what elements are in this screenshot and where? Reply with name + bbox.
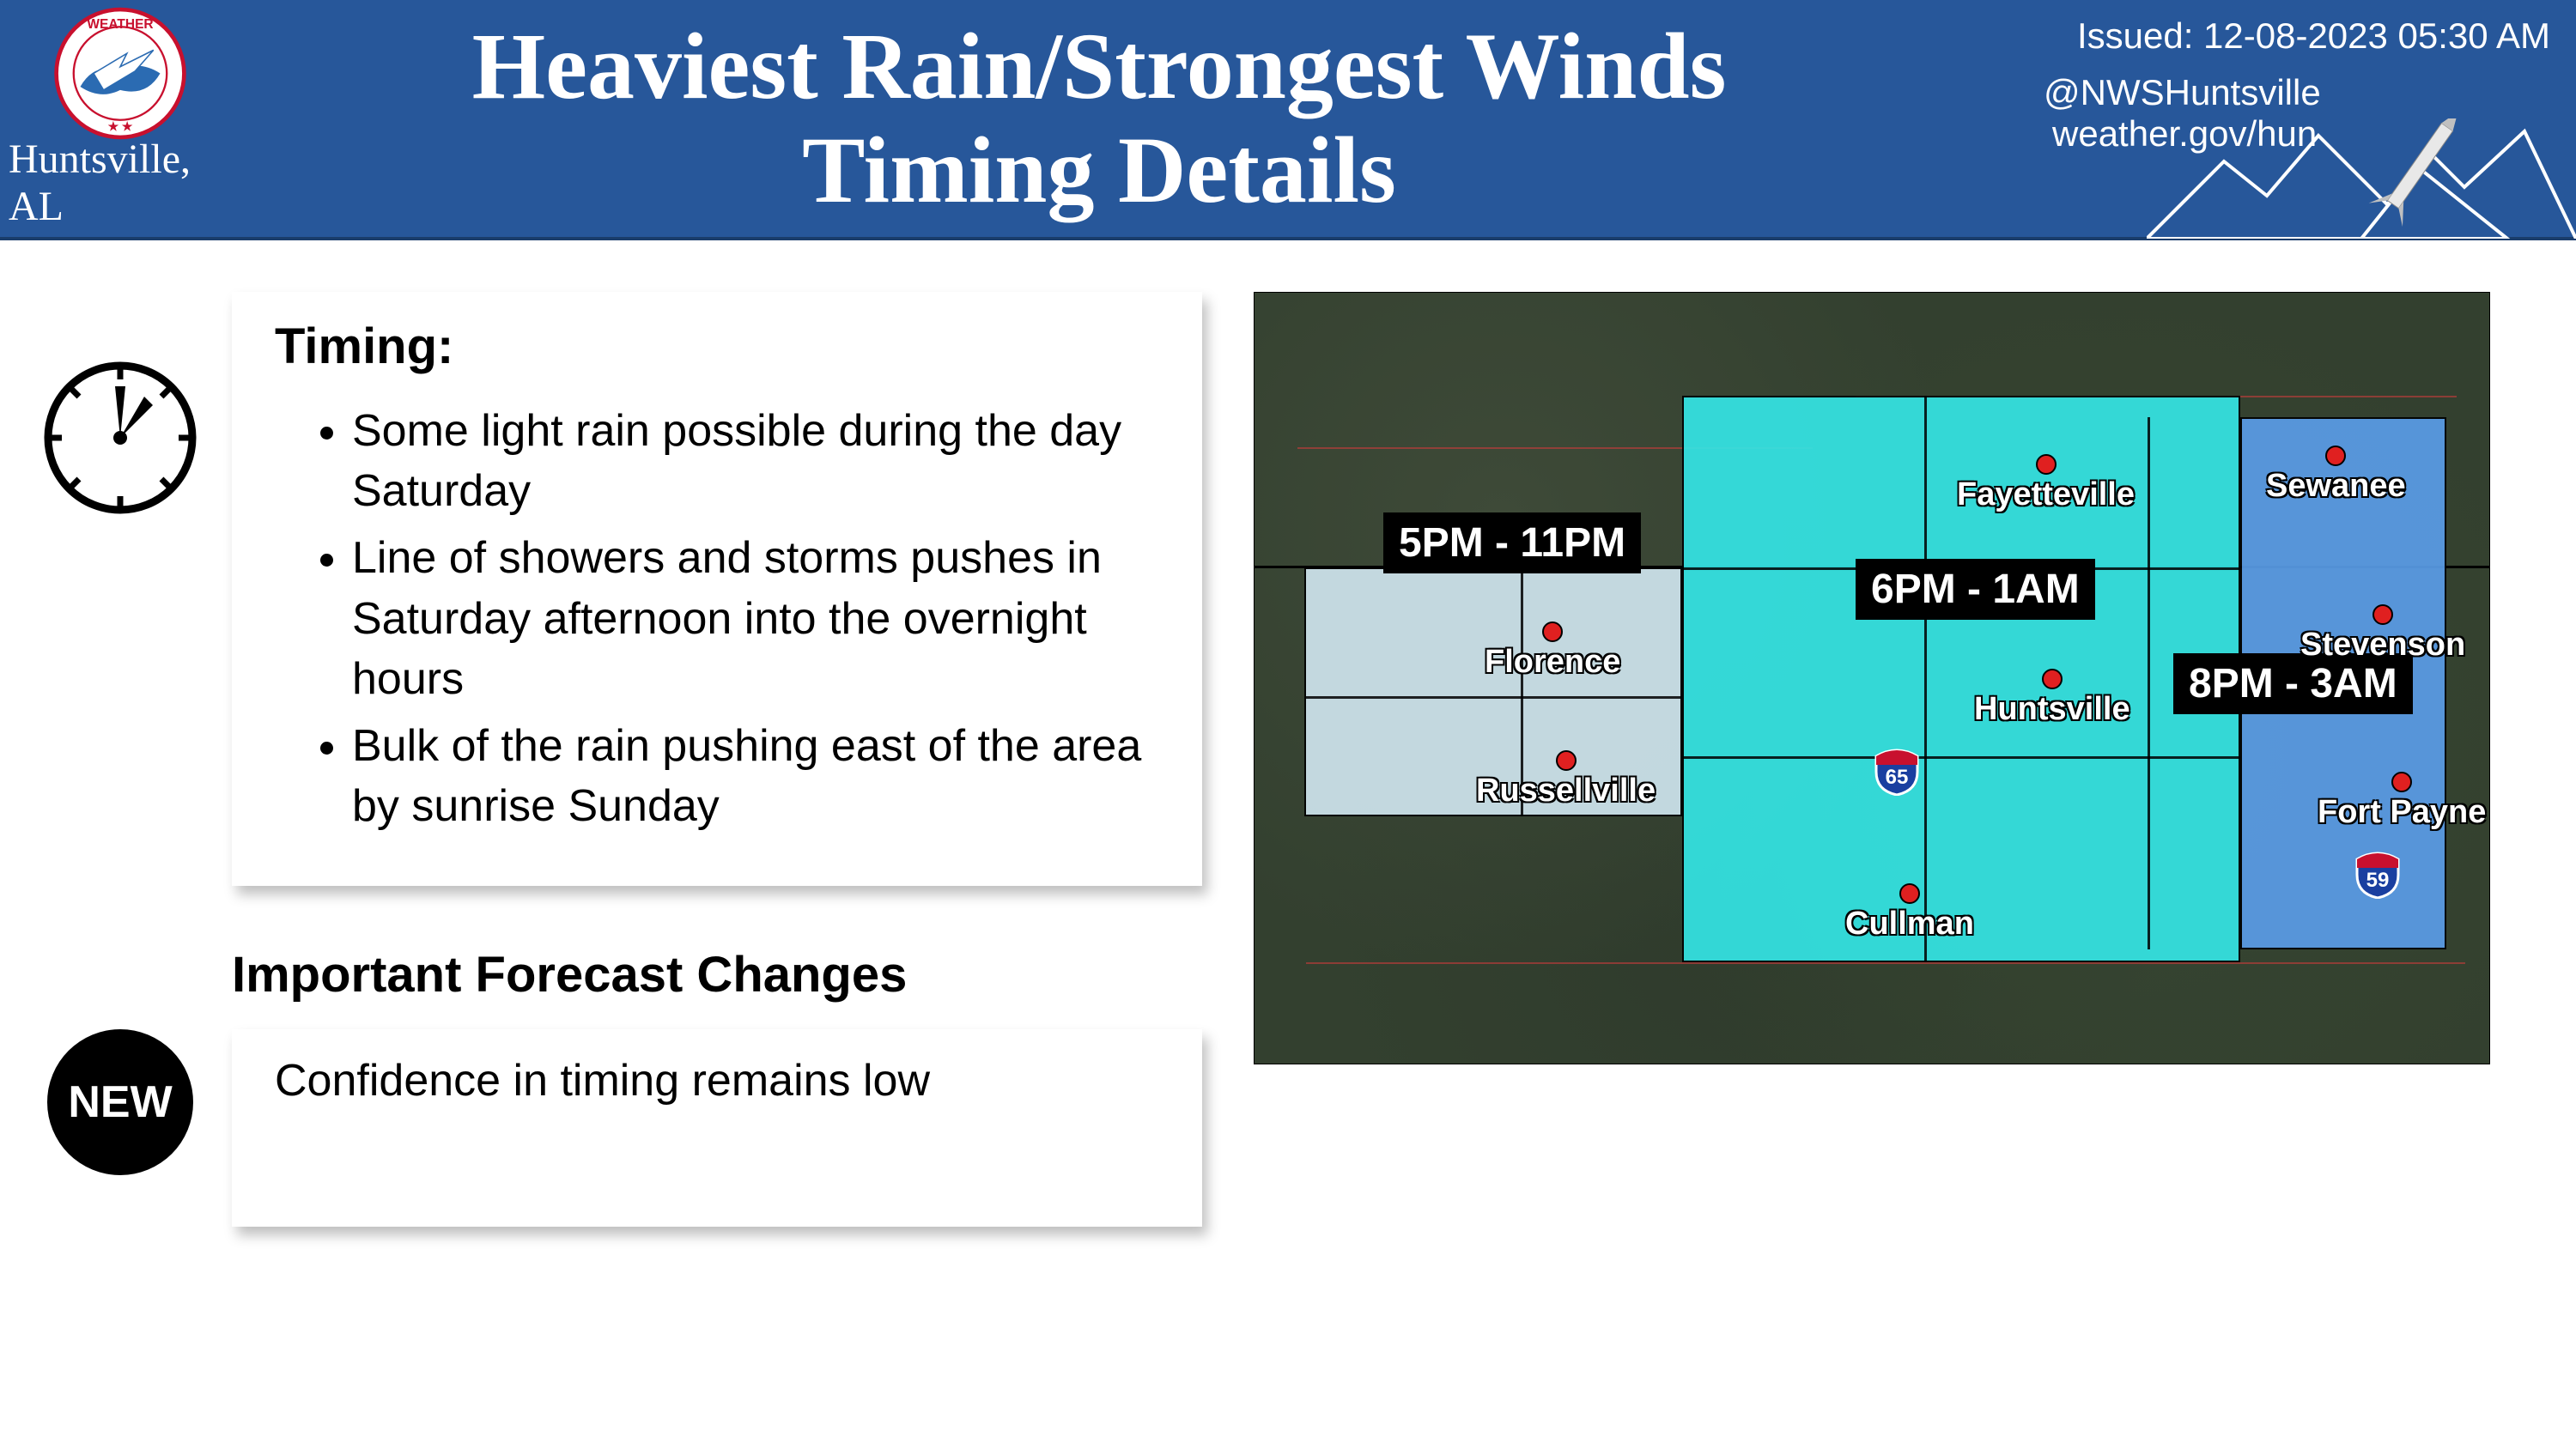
timing-heading: Timing: [275,318,1159,375]
map-city-fort-payne: Fort Payne [2318,772,2486,831]
office-name: Huntsville, AL [9,136,232,230]
city-label: Sewanee [2266,468,2406,505]
map-city-florence: Florence [1485,621,1620,681]
map-city-russellville: Russellville [1476,750,1656,809]
county-border-line [1924,396,1927,962]
interstate-shield-icon: 65 [1873,748,1921,796]
title-line-2: Timing Details [240,118,1958,222]
changes-text: Confidence in timing remains low [275,1056,930,1106]
timing-bullet-list: Some light rain possible during the day … [275,401,1159,836]
city-dot-icon [2042,669,2063,689]
twitter-handle: @NWSHuntsville [1958,72,2550,113]
city-dot-icon [2036,454,2057,475]
city-label: Huntsville [1974,691,2130,728]
city-dot-icon [2325,446,2346,466]
timing-map: 5PM - 11PM6PM - 1AM8PM - 3AMFayetteville… [1254,292,2490,1064]
road-line [1306,962,2465,964]
city-label: Fort Payne [2318,794,2486,831]
meta-block: Issued: 12-08-2023 05:30 AM @NWSHuntsvil… [1958,0,2576,239]
city-dot-icon [1556,750,1577,771]
city-dot-icon [2391,772,2412,792]
map-city-cullman: Cullman [1845,883,1974,943]
map-city-fayetteville: Fayetteville [1957,454,2135,513]
map-city-sewanee: Sewanee [2266,446,2406,505]
map-city-huntsville: Huntsville [1974,669,2130,728]
map-time-label-central: 6PM - 1AM [1856,559,2095,620]
city-label: Russellville [1476,773,1656,809]
nws-logo-icon: WEATHER ★ ★ [39,7,202,140]
svg-text:59: 59 [2366,869,2390,892]
changes-row: NEW Confidence in timing remains low [34,1029,1202,1227]
timing-bullet: Bulk of the rain pushing east of the are… [352,716,1159,836]
city-label: Stevenson [2300,627,2465,664]
left-column: Timing: Some light rain possible during … [34,292,1202,1227]
county-border-line [1682,756,2240,759]
svg-text:WEATHER: WEATHER [87,17,153,32]
timing-bullet: Line of showers and storms pushes in Sat… [352,528,1159,709]
city-label: Fayetteville [1957,476,2135,513]
mountains-rocket-icon [2147,118,2576,239]
timing-bullet: Some light rain possible during the day … [352,401,1159,521]
timing-card: Timing: Some light rain possible during … [232,292,1202,886]
city-dot-icon [1899,883,1920,904]
right-column: 5PM - 11PM6PM - 1AM8PM - 3AMFayetteville… [1254,292,2507,1227]
city-dot-icon [2372,604,2393,625]
issued-text: Issued: 12-08-2023 05:30 AM [1958,15,2550,57]
changes-card: Confidence in timing remains low [232,1029,1202,1227]
clock-icon [43,361,197,515]
map-time-label-west: 5PM - 11PM [1383,512,1641,573]
interstate-shield-icon: 59 [2354,851,2402,899]
county-border-line [2148,417,2150,949]
new-badge-icon: NEW [47,1029,193,1175]
city-label: Florence [1485,644,1620,681]
title-line-1: Heaviest Rain/Strongest Winds [240,15,1958,118]
timing-icon-cell [34,292,206,515]
svg-text:65: 65 [1886,766,1909,789]
content-area: Timing: Some light rain possible during … [0,240,2576,1227]
svg-text:★ ★: ★ ★ [108,119,133,133]
city-dot-icon [1542,621,1563,642]
changes-icon-cell: NEW [34,1029,206,1175]
changes-heading: Important Forecast Changes [232,946,1202,1003]
logo-block: WEATHER ★ ★ Huntsville, AL [0,0,240,239]
timing-row: Timing: Some light rain possible during … [34,292,1202,886]
header-bar: WEATHER ★ ★ Huntsville, AL Heaviest Rain… [0,0,2576,240]
city-label: Cullman [1845,906,1974,943]
title-block: Heaviest Rain/Strongest Winds Timing Det… [240,15,1958,222]
map-city-stevenson: Stevenson [2300,604,2465,664]
county-border-line [1306,696,1682,699]
